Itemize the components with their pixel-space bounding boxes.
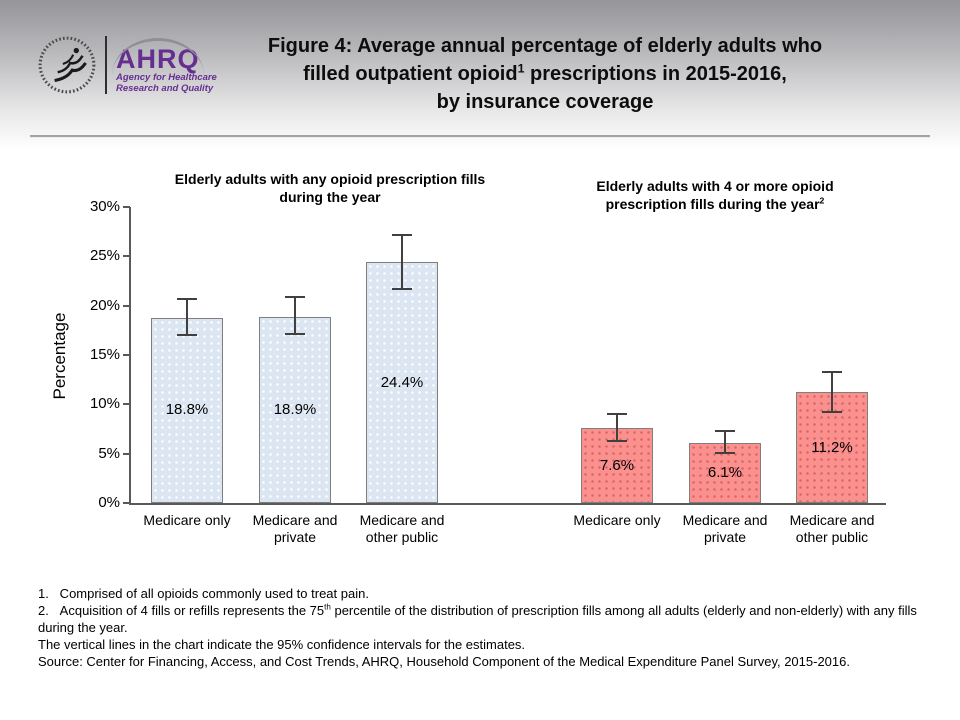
y-tick-label: 5% — [98, 444, 120, 462]
ci-cap-bottom — [715, 451, 735, 454]
ahrq-swoosh-icon — [112, 38, 204, 75]
ahrq-tagline-line1: Agency for Healthcare — [116, 72, 217, 83]
header-gradient — [0, 0, 960, 150]
y-tick-mark — [123, 452, 130, 455]
logo-divider — [105, 36, 107, 94]
bar-value-label: 6.1% — [707, 463, 743, 481]
y-tick-mark — [123, 304, 130, 307]
x-category-label: Medicare and private — [682, 512, 768, 545]
x-category-label: Medicare and private — [252, 512, 338, 545]
y-axis-line — [129, 207, 131, 505]
ci-cap-top — [822, 370, 842, 373]
ci-cap-top — [177, 297, 197, 300]
chart-subtitle: Elderly adults with any opioid prescript… — [174, 171, 486, 205]
y-tick-label: 10% — [89, 395, 120, 413]
bar-value-label: 11.2% — [811, 438, 853, 456]
ci-error-line — [616, 414, 618, 441]
bar — [259, 316, 331, 503]
y-tick-label: 20% — [89, 296, 120, 314]
bar-value-label: 24.4% — [380, 373, 424, 391]
footnote-1: 1. Comprised of all opioids commonly use… — [38, 586, 369, 601]
page-title: Figure 4: Average annual percentage of e… — [205, 32, 885, 116]
ci-error-line — [724, 430, 726, 453]
y-tick-label: 0% — [98, 494, 120, 511]
y-tick-mark — [123, 403, 130, 406]
ahrq-logotype: AHRQ Agency for Healthcare Research and … — [112, 36, 217, 94]
title-line-3: by insurance coverage — [436, 91, 654, 113]
ci-cap-bottom — [392, 287, 412, 290]
x-category-label: Medicare and other public — [359, 512, 445, 545]
y-tick-mark — [123, 502, 130, 504]
ahrq-tagline-line2: Research and Quality — [116, 83, 214, 94]
hhs-seal-icon — [38, 36, 96, 94]
ci-cap-top — [715, 429, 735, 432]
footnote-2: 2. Acquisition of 4 fills or refills rep… — [38, 602, 917, 635]
y-tick-label: 30% — [89, 198, 120, 215]
ci-cap-bottom — [285, 333, 305, 336]
title-superscript-1: 1 — [517, 61, 525, 76]
y-tick-label: 25% — [89, 247, 120, 265]
ci-error-line — [186, 298, 188, 336]
x-axis-line — [129, 503, 886, 505]
bar-value-label: 18.8% — [165, 401, 209, 419]
y-tick-label: 15% — [89, 346, 120, 363]
ci-cap-top — [392, 233, 412, 236]
footnotes: 1. Comprised of all opioids commonly use… — [38, 585, 934, 670]
header-divider — [30, 135, 930, 138]
x-category-label: Medicare only — [573, 512, 661, 528]
ci-cap-top — [607, 413, 627, 416]
bar-value-label: 18.9% — [273, 400, 317, 418]
bar — [366, 262, 438, 503]
footnote-confidence-interval: The vertical lines in the chart indicate… — [38, 637, 526, 652]
footnote-superscript-th: th — [324, 602, 331, 612]
ci-cap-bottom — [177, 334, 197, 337]
ci-error-line — [831, 371, 833, 413]
ci-error-line — [401, 234, 403, 289]
y-tick-mark — [123, 255, 130, 258]
bar — [151, 317, 223, 503]
y-tick-mark — [123, 206, 130, 208]
y-tick-mark — [123, 354, 130, 356]
bar-chart: 0% 5% 10% 15% 20% 25% 30% Elderly adults with a… — [90, 171, 888, 545]
ci-error-line — [294, 296, 296, 335]
ci-cap-bottom — [607, 439, 627, 442]
x-category-label: Medicare and other public — [789, 512, 875, 545]
ci-cap-top — [285, 295, 305, 298]
y-axis-title: Percentage — [50, 312, 69, 400]
footnote-source: Source: Center for Financing, Access, an… — [38, 654, 850, 669]
bar-value-label: 7.6% — [599, 456, 635, 474]
ci-cap-bottom — [822, 411, 842, 414]
title-line-1: Figure 4: Average annual percentage of e… — [267, 35, 823, 57]
title-line-2: filled outpatient opioid1 prescriptions … — [303, 61, 787, 85]
chart-subtitle: Elderly adults with 4 or more opioid pre… — [596, 178, 834, 212]
x-category-label: Medicare only — [143, 512, 231, 528]
ahrq-logo: AHRQ Agency for Healthcare Research and … — [36, 34, 217, 96]
